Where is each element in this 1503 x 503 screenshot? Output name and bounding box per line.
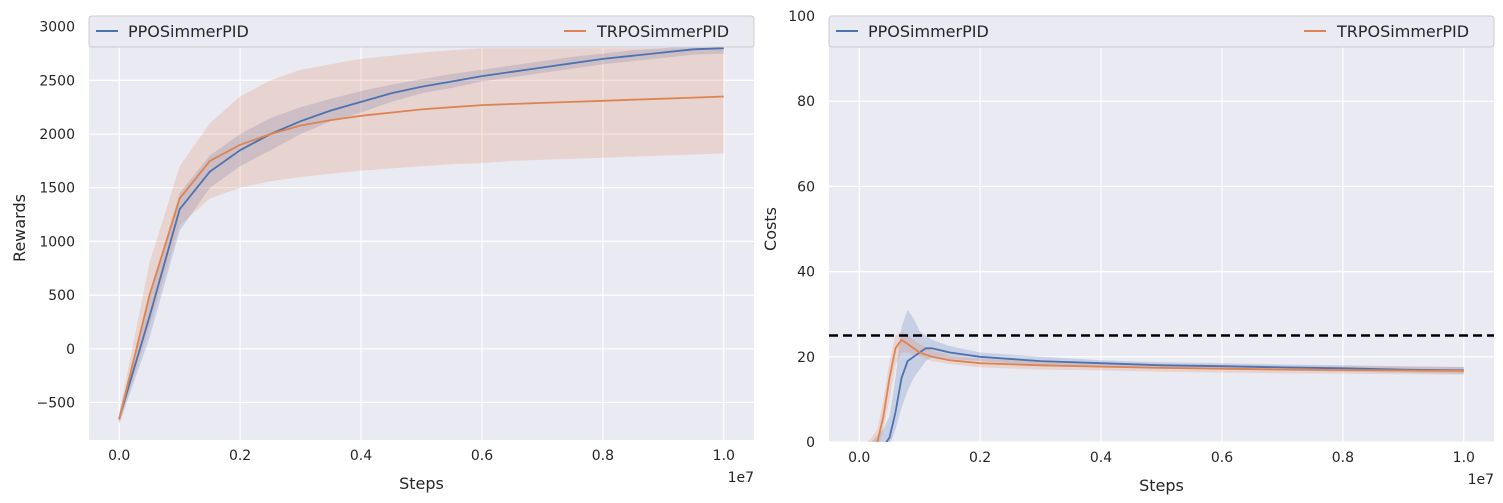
legend-frame [88,15,755,48]
series-line-0 [885,347,1464,442]
legend-label-0: PPOSimmerPID [128,22,249,41]
y-tick-label: 0 [66,342,75,358]
x-tick-label: 0.0 [848,450,870,466]
y-tick-label: 60 [797,179,815,195]
x-tick-label: 1.0 [1453,450,1475,466]
x-tick-label: 1.0 [713,448,735,464]
y-tick-label: 20 [797,350,815,366]
y-tick-label: 40 [797,265,815,281]
x-tick-label: 0.8 [592,448,614,464]
series-line-0 [118,47,724,419]
legend-label-0: PPOSimmerPID [868,22,989,41]
y-tick-label: 1000 [39,234,75,250]
x-tick-label: 0.8 [1332,450,1354,466]
series-line-1 [118,95,724,420]
x-axis-title: Steps [1139,476,1184,495]
x-axis-title: Steps [399,474,444,493]
y-axis-title: Rewards [10,194,29,262]
y-tick-label: 1500 [39,181,75,197]
x-offset-label: 1e7 [1468,472,1494,488]
x-tick-label: 0.4 [350,448,372,464]
series-line-1 [876,338,1464,442]
x-tick-label: 0.4 [1090,450,1112,466]
legend: PPOSimmerPID TRPOSimmerPID [88,15,755,48]
y-tick-label: 2500 [39,73,75,89]
y-axis-title: Costs [761,207,780,251]
y-tick-label: 2000 [39,127,75,143]
y-tick-label: 3000 [39,20,75,36]
plot-background [829,16,1494,442]
x-tick-label: 0.6 [1211,450,1233,466]
x-tick-label: 0.2 [969,450,991,466]
confidence-band-1 [119,48,724,424]
legend: PPOSimmerPID TRPOSimmerPID [828,15,1495,48]
legend-label-1: TRPOSimmerPID [1336,22,1469,41]
x-offset-label: 1e7 [728,470,754,486]
plot-marks [118,42,724,424]
y-tick-label: 80 [797,94,815,110]
rewards-chart: 0.0 0.2 0.4 0.6 0.8 1.0 −500 0 500 1000 1500 2000 25… [10,15,755,493]
x-tick-label: 0.6 [471,448,493,464]
x-tick-label: 0.2 [229,448,251,464]
y-tick-label: −500 [37,395,75,411]
x-tick-label: 0.0 [108,448,130,464]
y-tick-label: 100 [788,9,815,25]
y-tick-label: 500 [48,288,75,304]
legend-label-1: TRPOSimmerPID [596,22,729,41]
legend-frame [828,15,1495,48]
plot-marks [867,309,1464,442]
confidence-band-0 [119,42,724,424]
costs-chart: 0.0 0.2 0.4 0.6 0.8 1.0 0 20 40 60 80 100 1e7 Steps Co… [761,9,1495,495]
y-tick-label: 0 [806,435,815,451]
